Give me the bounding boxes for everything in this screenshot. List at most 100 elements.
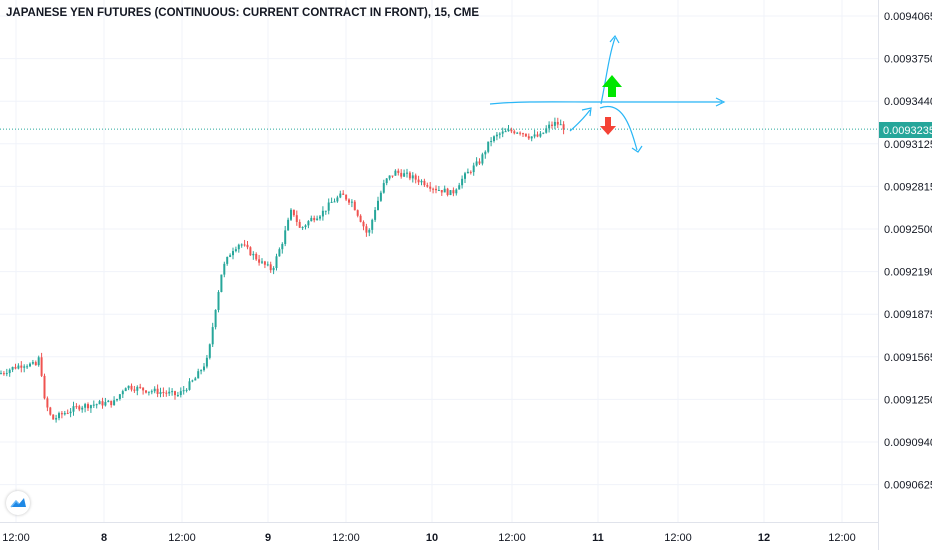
price-tick-label: 0.0090625 [884,480,932,492]
candle [150,389,153,395]
candle [37,355,40,367]
candle [23,364,26,373]
candle [365,223,368,237]
tradingview-logo-icon [10,498,26,508]
candle [556,117,559,129]
price-tick-label: 0.0093750 [884,54,932,66]
candle [63,410,66,416]
candle [475,157,478,167]
time-axis[interactable]: 12:00 8 12:00 9 12:00 10 12:00 11 12:00 12 12:00 [0,522,878,545]
candle [301,226,304,231]
candle [55,414,58,423]
candle [5,368,8,377]
candle [553,117,556,130]
candle [464,171,466,184]
candle [261,258,263,265]
green-up-arrow-icon [602,75,622,97]
time-tick-label: 11 [592,532,604,544]
candle [246,240,249,250]
candle [174,390,176,400]
candle [513,129,516,135]
price-axis[interactable]: 0.0094065 0.0093750 0.0093440 0.0093125 0.00… [878,0,932,550]
candle [371,218,374,234]
candle [217,290,220,313]
candle [507,125,510,132]
candle [113,396,116,406]
candle [324,210,327,215]
user-drawings [489,34,726,153]
candle [176,391,179,397]
candle [379,190,382,202]
candle [493,135,495,143]
candle [29,362,31,368]
candle [263,260,266,269]
candle [440,189,443,196]
candle [249,246,252,256]
candle [426,182,429,188]
candle [321,206,324,221]
candle [403,169,406,178]
candle [275,253,278,271]
candle [339,190,342,199]
candle [287,217,290,231]
candle [388,175,391,181]
candle [495,132,498,141]
candle [69,408,72,418]
candle [519,131,522,136]
candle [72,401,75,416]
candle [284,225,287,247]
candle [78,404,81,412]
candle [171,388,174,396]
candle [432,187,435,194]
candle [220,274,223,293]
candle [542,132,545,135]
resistance-line-arrowhead [715,97,726,107]
candle [20,361,23,373]
candle [319,214,321,221]
candle [92,400,95,408]
candle [133,385,136,393]
candle [385,177,388,186]
candle [40,352,43,378]
candle [142,387,145,395]
candle [382,179,385,194]
price-tick-label: 0.0091875 [884,309,932,321]
candle [130,383,133,392]
candle [197,368,200,379]
candle [551,121,553,129]
candle [214,309,217,330]
candle [232,247,234,260]
candle [26,364,29,370]
candle [98,399,101,405]
candle [162,387,165,397]
candle [548,121,551,133]
current-price-label: 0.0093235 [883,125,932,137]
tradingview-logo[interactable] [6,491,30,515]
price-tick-label: 0.0092500 [884,224,932,236]
candle [278,247,281,257]
candle [60,411,63,419]
time-tick-label: 10 [426,532,438,544]
price-tick-label: 0.0091565 [884,352,932,364]
candle [437,186,440,192]
current-price-tag: 0.0093235 [879,122,932,138]
candle [310,215,313,222]
candle [391,175,394,178]
candle [104,397,107,407]
candle [182,386,185,395]
candle [356,209,359,218]
candle [408,171,411,181]
candle [536,131,539,138]
candle [501,127,504,138]
candle [0,370,2,375]
candle [417,175,420,186]
candle [292,209,295,217]
candle [446,187,449,197]
candle [147,391,150,396]
candle [237,243,240,253]
candle [8,368,11,377]
candle [539,131,542,138]
candle [562,121,565,135]
candle [200,369,203,375]
